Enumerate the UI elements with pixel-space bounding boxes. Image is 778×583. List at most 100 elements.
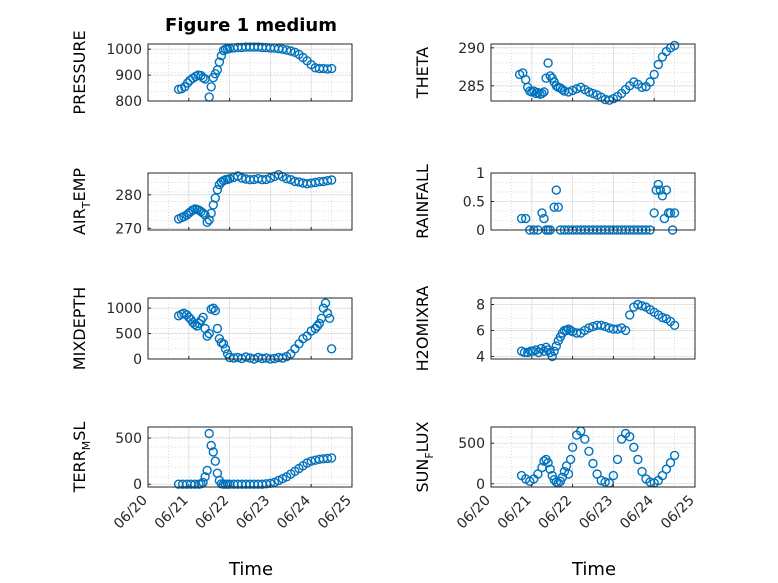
x-tick-label: 06/25 xyxy=(315,493,355,533)
data-point xyxy=(286,174,296,185)
x-tick-label: 06/21 xyxy=(495,493,535,533)
data-point xyxy=(551,341,561,351)
y-tick-label: 1000 xyxy=(106,42,142,58)
data-point xyxy=(282,173,292,184)
data-point xyxy=(326,175,337,185)
data-point xyxy=(669,450,680,461)
y-tick-label: 1 xyxy=(476,166,485,182)
y-axis-label: THETA xyxy=(413,47,432,99)
data-point xyxy=(549,202,559,212)
data-point xyxy=(200,472,210,482)
data-point xyxy=(661,464,672,474)
data-point xyxy=(322,175,333,186)
data-point xyxy=(320,298,331,308)
subplot-air-temp: 270 280 AIRTEMP xyxy=(70,168,353,237)
data-point xyxy=(533,469,543,479)
y-tick-label: 4 xyxy=(476,349,485,365)
data-point xyxy=(596,320,606,330)
data-point xyxy=(206,82,216,92)
data-point xyxy=(633,454,643,465)
y-tick-label: 500 xyxy=(115,327,142,343)
y-axis-label: AIRTEMP xyxy=(70,168,93,235)
data-point xyxy=(565,454,576,465)
y-tick-label: 1000 xyxy=(106,301,142,317)
data-point xyxy=(600,477,610,487)
data-point xyxy=(202,217,212,228)
data-point xyxy=(645,77,655,87)
data-point xyxy=(547,351,557,362)
y-tick-label: 900 xyxy=(115,68,142,84)
data-point xyxy=(637,466,647,477)
x-tick-label: 06/24 xyxy=(274,492,314,532)
data-point xyxy=(584,446,594,456)
x-axis-label-right: Time xyxy=(571,559,616,580)
figure-title: Figure 1 medium xyxy=(165,15,337,36)
y-tick-label: 6 xyxy=(476,323,485,339)
y-tick-label: 290 xyxy=(458,41,485,57)
data-point xyxy=(220,344,231,354)
data-point xyxy=(637,301,647,311)
data-point xyxy=(584,87,594,97)
data-point xyxy=(204,328,214,339)
data-point xyxy=(572,328,582,338)
data-point xyxy=(261,174,271,185)
data-point xyxy=(216,51,227,61)
data-point xyxy=(204,428,214,439)
subplot-pressure: 800 900 1000 PRESSURE xyxy=(70,30,353,115)
data-point xyxy=(536,343,546,354)
data-point xyxy=(210,306,221,316)
data-point xyxy=(653,59,663,70)
x-tick-label: 06/22 xyxy=(193,493,233,533)
data-point xyxy=(539,456,549,466)
data-point xyxy=(198,72,208,83)
data-point xyxy=(620,325,631,336)
data-point xyxy=(282,45,292,55)
subplot-sun-flux: 0 500 06/20 06/21 06/22 06/23 06/24 06/25 SUNFLU… xyxy=(413,421,698,532)
data-point xyxy=(600,321,610,332)
data-point xyxy=(625,432,635,442)
data-point xyxy=(326,63,337,74)
data-point xyxy=(553,202,563,212)
data-point xyxy=(561,325,572,336)
data-point xyxy=(322,64,333,74)
data-point xyxy=(208,447,219,457)
subplot-rainfall: 0 0.5 1 RAINFALL xyxy=(413,164,696,239)
x-tick-label: 06/20 xyxy=(454,493,494,533)
data-point xyxy=(563,87,574,97)
data-point xyxy=(224,173,235,184)
y-tick-label: 500 xyxy=(458,436,485,452)
x-tick-label: 06/25 xyxy=(658,493,698,533)
data-point xyxy=(633,299,643,310)
data-point xyxy=(326,344,337,354)
y-tick-label: 270 xyxy=(115,221,142,237)
x-tick-label: 06/20 xyxy=(111,493,151,533)
data-point xyxy=(533,87,543,98)
data-point xyxy=(665,208,676,218)
y-tick-label: 0.5 xyxy=(463,195,485,211)
data-point xyxy=(665,458,676,468)
data-point xyxy=(537,88,547,99)
data-point xyxy=(206,208,216,218)
data-point xyxy=(625,310,635,320)
y-tick-label: 280 xyxy=(115,188,142,204)
data-point xyxy=(669,40,680,51)
data-point xyxy=(649,208,659,218)
data-point xyxy=(212,185,223,195)
data-point xyxy=(314,318,325,329)
axes-box xyxy=(147,297,353,360)
y-tick-label: 0 xyxy=(476,477,485,493)
data-point xyxy=(206,440,216,451)
data-point xyxy=(324,313,335,323)
x-axis-label-left: Time xyxy=(228,559,273,580)
data-point xyxy=(653,179,663,190)
axes-box xyxy=(490,43,696,102)
data-point xyxy=(649,69,659,80)
y-tick-label: 0 xyxy=(133,477,142,493)
subplot-theta: 285 290 THETA xyxy=(413,40,696,105)
data-point xyxy=(661,185,672,195)
y-axis-label: H2OMIXRA xyxy=(413,286,432,372)
data-point xyxy=(543,58,553,68)
x-tick-label: 06/24 xyxy=(617,492,657,532)
y-tick-label: 285 xyxy=(458,79,485,95)
